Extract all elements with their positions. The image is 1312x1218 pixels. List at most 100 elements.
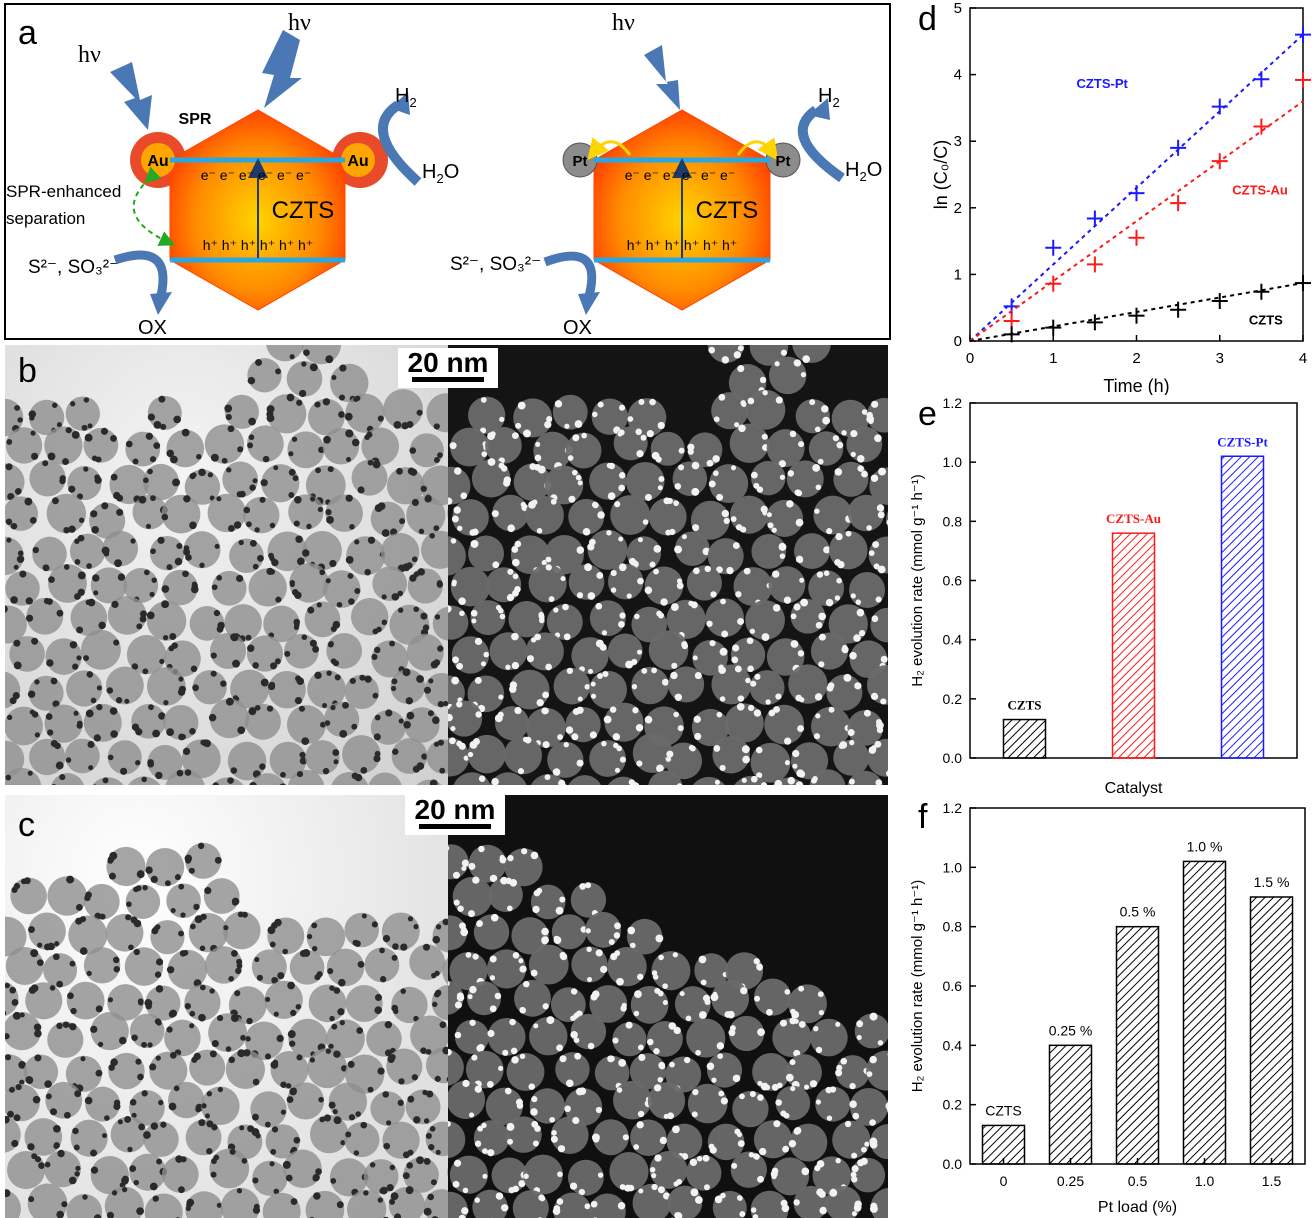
bar <box>1220 455 1265 759</box>
metal-nanoparticle <box>381 619 388 626</box>
metal-nanoparticle <box>798 770 806 778</box>
metal-nanoparticle <box>289 1040 296 1047</box>
metal-nanoparticle <box>238 539 244 546</box>
y-tick-label: 0.6 <box>943 573 963 589</box>
metal-nanoparticle <box>669 528 676 536</box>
czts-label: CZTS <box>696 197 759 224</box>
metal-nanoparticle <box>456 701 463 708</box>
metal-nanoparticle <box>25 614 34 622</box>
metal-nanoparticle <box>741 745 750 754</box>
metal-nanoparticle <box>143 477 149 484</box>
metal-nanoparticle <box>750 680 757 687</box>
metal-nanoparticle <box>19 1012 25 1018</box>
data-point <box>1045 239 1062 256</box>
metal-nanoparticle <box>166 728 175 737</box>
nanoparticle <box>847 770 883 785</box>
panel-label-c: c <box>18 806 35 844</box>
metal-nanoparticle <box>861 1146 867 1153</box>
metal-nanoparticle <box>636 450 644 458</box>
metal-nanoparticle <box>86 970 92 977</box>
tem-darkfield-c <box>448 795 888 1218</box>
metal-nanoparticle <box>849 739 855 746</box>
data-point <box>1295 275 1311 292</box>
metal-nanoparticle <box>166 449 175 458</box>
metal-nanoparticle <box>564 423 570 429</box>
metal-nanoparticle <box>750 1207 757 1213</box>
metal-nanoparticle <box>702 994 711 1002</box>
metal-nanoparticle <box>521 848 528 855</box>
metal-nanoparticle <box>374 993 383 1002</box>
metal-nanoparticle <box>541 936 549 945</box>
metal-nanoparticle <box>150 548 156 555</box>
metal-nanoparticle <box>514 706 522 715</box>
metal-nanoparticle <box>338 411 345 418</box>
metal-nanoparticle <box>264 1053 272 1060</box>
metal-nanoparticle <box>56 609 64 617</box>
metal-nanoparticle <box>398 1078 405 1085</box>
metal-nanoparticle <box>557 1171 563 1178</box>
metal-nanoparticle <box>236 1188 243 1194</box>
metal-nanoparticle <box>612 733 621 741</box>
nanoparticle <box>568 775 602 785</box>
metal-nanoparticle <box>786 500 794 508</box>
metal-nanoparticle <box>135 1058 142 1065</box>
nanoparticle <box>508 601 545 638</box>
nanoparticle <box>5 1189 21 1218</box>
metal-nanoparticle <box>474 637 483 646</box>
metal-nanoparticle <box>779 1019 788 1027</box>
metal-nanoparticle <box>481 451 488 457</box>
metal-nanoparticle <box>791 1010 800 1019</box>
metal-nanoparticle <box>262 455 270 463</box>
metal-nanoparticle <box>849 651 857 660</box>
metal-nanoparticle <box>597 401 604 408</box>
metal-nanoparticle <box>565 726 574 734</box>
metal-nanoparticle <box>145 523 152 529</box>
metal-nanoparticle <box>102 777 109 784</box>
metal-nanoparticle <box>482 1173 488 1179</box>
metal-nanoparticle <box>864 1141 870 1147</box>
arrow-head <box>808 98 830 120</box>
nanoparticle <box>90 1156 129 1195</box>
metal-nanoparticle <box>52 953 60 961</box>
metal-nanoparticle <box>68 525 76 533</box>
nanoparticle <box>625 461 665 501</box>
metal-nanoparticle <box>240 1034 246 1041</box>
nanoparticle <box>28 399 65 436</box>
nanoparticle <box>511 917 549 955</box>
metal-nanoparticle <box>264 1121 271 1128</box>
nanoparticle <box>80 629 121 670</box>
metal-nanoparticle <box>393 421 402 429</box>
metal-nanoparticle <box>259 496 266 503</box>
metal-nanoparticle <box>458 742 466 750</box>
metal-nanoparticle <box>877 565 886 574</box>
nanoparticle <box>589 600 626 637</box>
metal-nanoparticle <box>545 556 552 563</box>
metal-nanoparticle <box>96 703 103 711</box>
metal-nanoparticle <box>306 523 312 530</box>
metal-nanoparticle <box>143 1131 151 1139</box>
metal-nanoparticle <box>221 457 228 464</box>
metal-nanoparticle <box>296 399 303 406</box>
metal-nanoparticle <box>618 621 625 628</box>
metal-nanoparticle <box>214 543 220 549</box>
metal-nanoparticle <box>557 734 564 740</box>
metal-nanoparticle <box>695 1049 701 1056</box>
nanoparticle <box>711 979 750 1018</box>
metal-nanoparticle <box>163 700 169 706</box>
metal-nanoparticle <box>282 948 289 955</box>
metal-nanoparticle <box>286 1096 294 1103</box>
metal-nanoparticle <box>511 546 519 553</box>
metal-nanoparticle <box>802 355 810 363</box>
nanoparticle <box>66 1194 103 1218</box>
metal-nanoparticle <box>156 958 164 966</box>
metal-nanoparticle <box>693 715 701 724</box>
metal-nanoparticle <box>51 784 57 785</box>
metal-nanoparticle <box>223 925 229 931</box>
holes-label: h⁺ h⁺ h⁺ h⁺ h⁺ h⁺ <box>203 237 314 253</box>
tem-brightfield-b <box>5 345 448 785</box>
metal-nanoparticle <box>595 949 603 957</box>
nanoparticle <box>386 467 425 505</box>
metal-nanoparticle <box>472 953 479 960</box>
metal-nanoparticle <box>236 958 243 965</box>
metal-nanoparticle <box>550 1135 558 1143</box>
